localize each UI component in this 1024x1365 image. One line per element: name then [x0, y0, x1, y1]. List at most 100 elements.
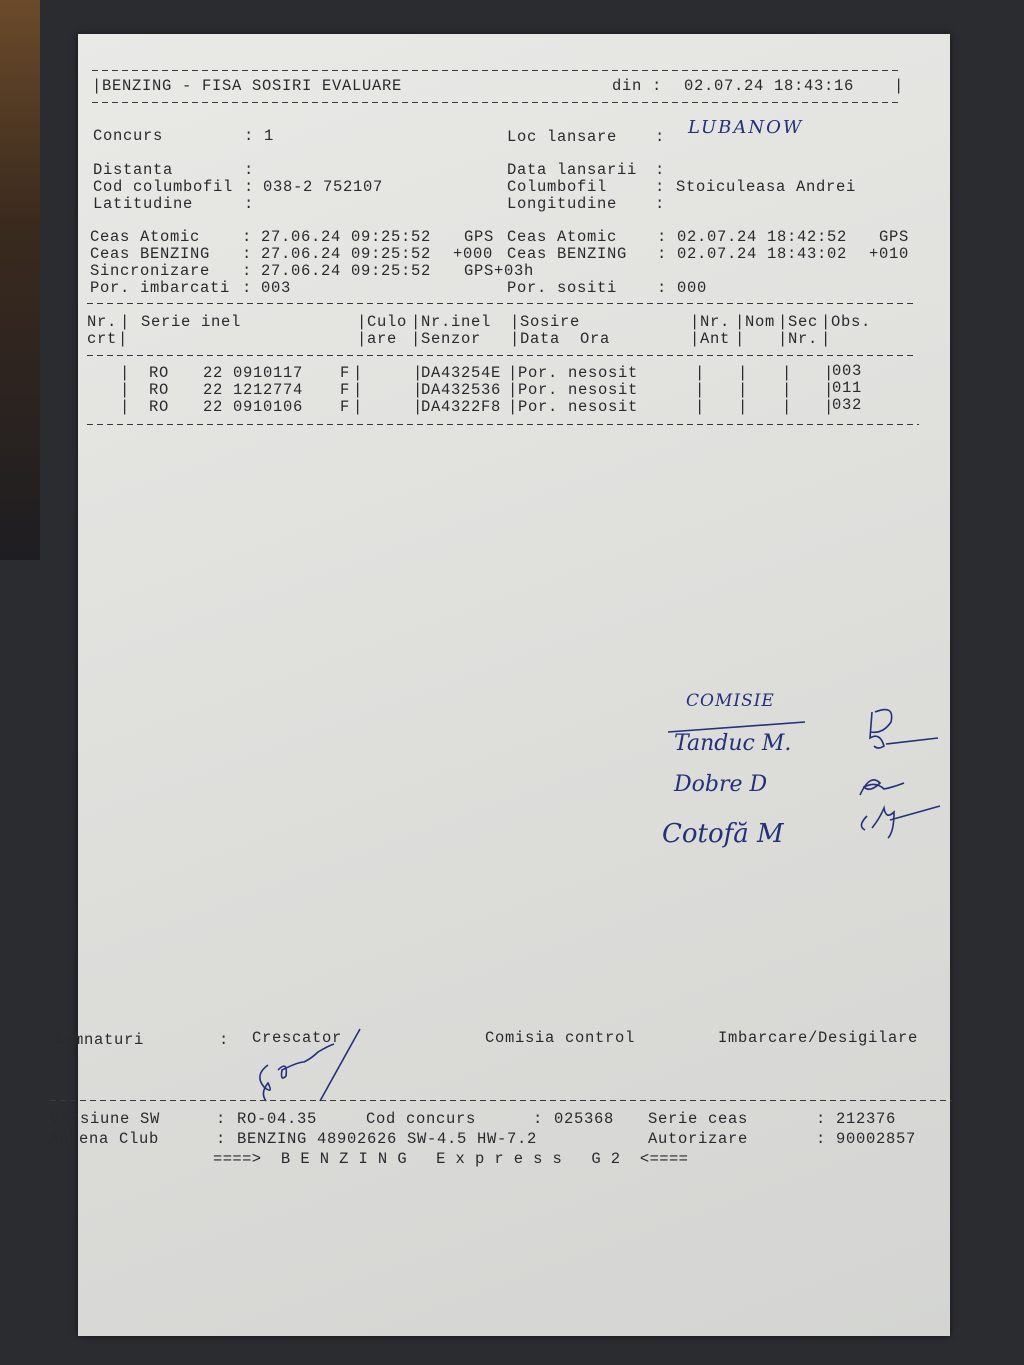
pipe: |: [353, 381, 364, 399]
pipe: |: [508, 381, 519, 399]
col-nr: Nr.: [87, 313, 118, 331]
printed-sheet: [78, 34, 950, 1336]
pipe: |: [120, 364, 131, 382]
divider: [87, 424, 919, 425]
pipe: |: [782, 381, 793, 399]
columbofil-label: Columbofil: [507, 178, 608, 196]
cell-sex: F: [340, 381, 351, 399]
serie-ceas-value: 212376: [836, 1110, 897, 1128]
divider: [87, 355, 915, 356]
commission-member: Tanduc M.: [674, 731, 792, 756]
pipe: |: [353, 398, 364, 416]
antena-value: BENZING 48902626 SW-4.5 HW-7.2: [237, 1130, 538, 1148]
ceas-atomic-sosire-suffix: GPS: [879, 228, 910, 246]
colon: :: [657, 279, 668, 297]
col-ant: Ant: [690, 331, 730, 347]
serie-ceas-label: Serie ceas: [648, 1110, 749, 1128]
colon: :: [219, 1031, 230, 1049]
din-label: din :: [612, 77, 663, 95]
crescator-signature: [259, 1028, 361, 1102]
ceas-benzing-sosire-label: Ceas BENZING: [507, 245, 628, 263]
ceas-atomic-label: Ceas Atomic: [90, 228, 201, 246]
ceas-atomic-value: 27.06.24 09:25:52: [261, 228, 432, 246]
col-serie-inel: Serie inel: [141, 313, 242, 331]
versiune-label: Versiune SW: [50, 1110, 161, 1128]
sincronizare-label: Sincronizare: [90, 262, 211, 280]
handwritten-commission-title: COMISIE: [686, 691, 775, 711]
pipe: |: [782, 364, 793, 382]
colon: :: [655, 161, 666, 179]
sincronizare-suffix: GPS+03h: [464, 262, 535, 280]
col-culoare-2: are: [357, 331, 397, 347]
por-imbarcati-value: 003: [261, 279, 292, 297]
concurs-value: 1: [264, 127, 275, 145]
commission-member: Dobre D: [674, 772, 768, 797]
por-sositi-label: Por. sositi: [507, 279, 618, 297]
pipe: |: [353, 364, 364, 382]
versiune-value: RO-04.35: [237, 1110, 318, 1128]
colon: :: [816, 1130, 827, 1148]
ceas-benzing-value: 27.06.24 09:25:52: [261, 245, 432, 263]
divider: [50, 1100, 952, 1101]
ceas-atomic-sosire-label: Ceas Atomic: [507, 228, 618, 246]
pipe: |: [118, 330, 129, 348]
cell-senzor: DA43254E: [421, 364, 502, 382]
colon: :: [242, 262, 253, 280]
col-obs: Obs.: [821, 314, 871, 330]
colon: :: [244, 178, 255, 196]
cell-obs: 003: [832, 362, 863, 380]
pipe: |: [120, 398, 131, 416]
pipe: |: [508, 364, 519, 382]
cod-columbofil-label: Cod columbofil: [93, 178, 234, 196]
crescator-label: Crescator: [252, 1029, 343, 1047]
divider: [92, 70, 902, 71]
pipe: |: [735, 330, 746, 348]
divider: [87, 303, 915, 304]
pipe: |: [695, 381, 706, 399]
pipe: |: [413, 364, 424, 382]
handwritten-signatures: [667, 708, 941, 839]
cod-concurs-value: 025368: [554, 1110, 615, 1128]
cell-senzor: DA4322F8: [421, 398, 502, 416]
autorizare-label: Autorizare: [648, 1130, 749, 1148]
colon: :: [244, 161, 255, 179]
concurs-label: Concurs: [93, 127, 164, 145]
pipe: |: [120, 313, 131, 331]
pipe: |: [120, 381, 131, 399]
cod-columbofil-value: 038-2 752107: [263, 178, 384, 196]
cell-serie: 22 1212774: [203, 381, 304, 399]
report-datetime: 02.07.24 18:43:16: [684, 77, 855, 95]
colon: :: [244, 195, 255, 213]
report-title: BENZING - FISA SOSIRI EVALUARE: [92, 78, 402, 94]
ceas-benzing-label: Ceas BENZING: [90, 245, 211, 263]
ceas-atomic-suffix: GPS: [464, 228, 495, 246]
colon: :: [216, 1130, 227, 1148]
col-sec: Sec: [778, 314, 818, 330]
pipe: |: [821, 330, 832, 348]
col-nr-inel: Nr.inel: [411, 314, 491, 330]
data-lansarii-label: Data lansarii: [507, 161, 638, 179]
col-data-ora: Data Ora: [510, 331, 610, 347]
ceas-benzing-sosire-value: 02.07.24 18:43:02: [677, 245, 848, 263]
colon: :: [242, 245, 253, 263]
longitudine-label: Longitudine: [507, 195, 618, 213]
semnaturi-label: Semnaturi: [54, 1031, 145, 1049]
cell-sosire: Por. nesosit: [518, 364, 639, 382]
cell-country: RO: [149, 381, 170, 399]
colon: :: [242, 228, 253, 246]
colon: :: [657, 245, 668, 263]
cell-obs: 011: [832, 379, 863, 397]
colon: :: [533, 1110, 544, 1128]
pipe: |: [413, 381, 424, 399]
benzing-banner: ====> B E N Z I N G E x p r e s s G 2 <=…: [213, 1150, 689, 1168]
por-imbarcati-label: Por. imbarcati: [90, 279, 231, 297]
border-pipe: |: [894, 77, 905, 95]
colon: :: [216, 1110, 227, 1128]
commission-member: Cotofă M: [662, 819, 784, 849]
ceas-atomic-sosire-value: 02.07.24 18:42:52: [677, 228, 848, 246]
cell-sex: F: [340, 398, 351, 416]
cell-country: RO: [149, 398, 170, 416]
colon: :: [655, 195, 666, 213]
divider: [92, 102, 902, 103]
cell-serie: 22 0910117: [203, 364, 304, 382]
